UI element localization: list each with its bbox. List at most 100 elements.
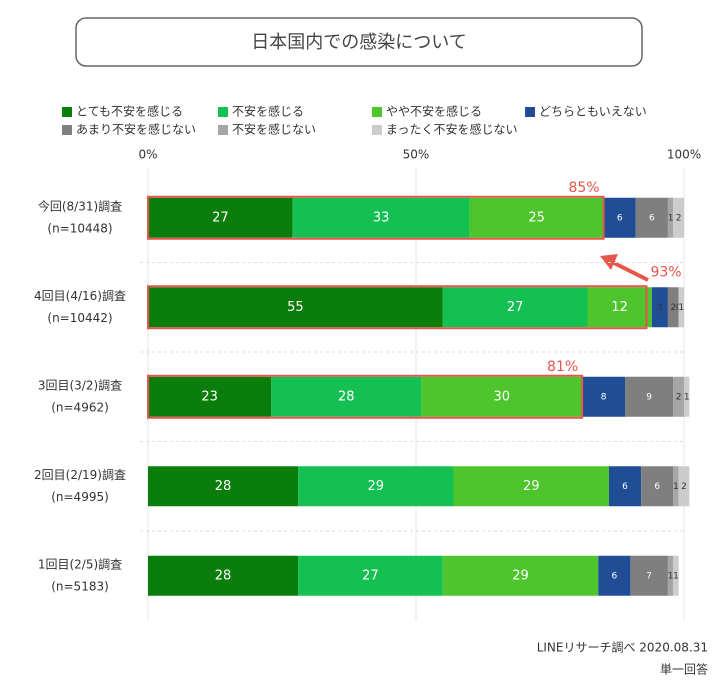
sample-size: (n=4995) xyxy=(51,490,109,504)
value-label: 6 xyxy=(649,213,655,223)
category-label: 4回目(4/16)調査 xyxy=(34,289,126,303)
value-label: 55 xyxy=(287,300,304,315)
value-label: 27 xyxy=(212,210,229,225)
legend-label: 不安を感じる xyxy=(232,104,304,119)
value-label: 1 xyxy=(668,571,674,581)
value-label: 28 xyxy=(215,568,232,583)
bar-segment xyxy=(678,466,690,507)
value-label: 27 xyxy=(507,300,524,315)
value-label: 27 xyxy=(362,568,379,583)
bar-segment xyxy=(453,466,609,507)
sample-size: (n=10448) xyxy=(47,221,112,235)
bar-segment xyxy=(442,555,599,596)
legend-swatch xyxy=(62,107,72,117)
legend-label: 不安を感じない xyxy=(232,122,316,137)
sample-size: (n=5183) xyxy=(51,579,109,593)
bar-segment xyxy=(603,197,636,238)
value-label: 2 xyxy=(676,213,682,223)
value-label: 1 xyxy=(668,213,674,223)
bar-segment xyxy=(298,555,443,596)
value-label: 8 xyxy=(601,392,607,402)
value-label: 6 xyxy=(622,482,628,492)
value-label: 1 xyxy=(673,482,679,492)
chart-title: 日本国内での感染について xyxy=(251,32,466,53)
sample-size: (n=4962) xyxy=(51,400,109,414)
arrow xyxy=(600,254,649,282)
title-box xyxy=(75,17,643,67)
value-label: 1 xyxy=(673,571,679,581)
highlight-box xyxy=(147,195,605,240)
value-label: 29 xyxy=(512,568,529,583)
legend-label: やや不安を感じる xyxy=(386,104,482,119)
value-label: 25 xyxy=(528,210,545,225)
value-label: 28 xyxy=(215,479,232,494)
value-label: 28 xyxy=(338,389,355,404)
value-label: 6 xyxy=(611,571,617,581)
bar-segment xyxy=(678,287,684,328)
bar-segment xyxy=(421,376,583,417)
value-label: 29 xyxy=(368,479,385,494)
bar-segment xyxy=(608,466,642,507)
bar-segment xyxy=(673,197,684,238)
value-label: 2 xyxy=(681,482,687,492)
value-label: 9 xyxy=(646,392,652,402)
value-label: 33 xyxy=(373,210,390,225)
value-label: 1 xyxy=(684,392,690,402)
value-label: 6 xyxy=(654,482,660,492)
bar-segment xyxy=(598,555,631,596)
bar-segment xyxy=(148,197,293,238)
value-label: 6 xyxy=(617,213,623,223)
x-tick-label: 50% xyxy=(403,148,430,162)
bar-segment xyxy=(469,197,604,238)
bar-segment xyxy=(673,555,679,596)
category-label: 3回目(3/2)調査 xyxy=(38,378,122,392)
annotation: 81% xyxy=(547,359,578,375)
x-tick-label: 0% xyxy=(138,148,157,162)
value-label: 12 xyxy=(611,300,628,315)
bar-segment xyxy=(673,376,684,417)
bar-segment xyxy=(667,555,674,596)
x-tick-label: 100% xyxy=(667,148,701,162)
legend-swatch xyxy=(62,125,72,135)
highlight-box xyxy=(147,285,648,330)
value-label: 2 xyxy=(676,392,682,402)
annotation: 93% xyxy=(650,264,681,280)
bar-segment xyxy=(684,376,690,417)
category-label: 今回(8/31)調査 xyxy=(38,198,122,213)
category-label: 1回目(2/5)調査 xyxy=(38,557,122,571)
bar-segment xyxy=(148,555,299,596)
bar-segment xyxy=(630,555,668,596)
legend-swatch xyxy=(218,107,228,117)
value-label: 7 xyxy=(646,571,652,581)
bar-segment xyxy=(148,287,443,328)
annotation: 85% xyxy=(568,180,599,196)
category-label: 2回目(2/19)調査 xyxy=(34,468,126,482)
bar-segment xyxy=(667,287,679,328)
value-label: 29 xyxy=(523,479,540,494)
bar-segment xyxy=(673,466,679,507)
bar-segment xyxy=(148,466,299,507)
value-label: 1 xyxy=(678,303,684,313)
legend-swatch xyxy=(525,107,535,117)
highlight-box xyxy=(147,374,584,419)
bar-segment xyxy=(651,287,668,328)
bar-segment xyxy=(298,466,454,507)
bar-segment xyxy=(635,197,668,238)
note: 単一回答 xyxy=(660,662,708,677)
legend-label: どちらともいえない xyxy=(539,105,647,119)
bar-segment xyxy=(641,466,674,507)
bar-segment xyxy=(148,376,272,417)
bar-segment xyxy=(442,287,588,328)
legend-label: あまり不安を感じない xyxy=(76,122,196,137)
legend-swatch xyxy=(372,125,382,135)
value-label: 3 xyxy=(657,303,663,313)
bar-segment xyxy=(587,287,652,328)
bar-segment xyxy=(667,197,674,238)
bar-segment xyxy=(271,376,422,417)
legend-label: まったく不安を感じない xyxy=(386,122,518,137)
bar-segment xyxy=(582,376,626,417)
legend-swatch xyxy=(218,125,228,135)
sample-size: (n=10442) xyxy=(47,311,112,325)
source: LINEリサーチ調べ 2020.08.31 xyxy=(537,641,708,655)
